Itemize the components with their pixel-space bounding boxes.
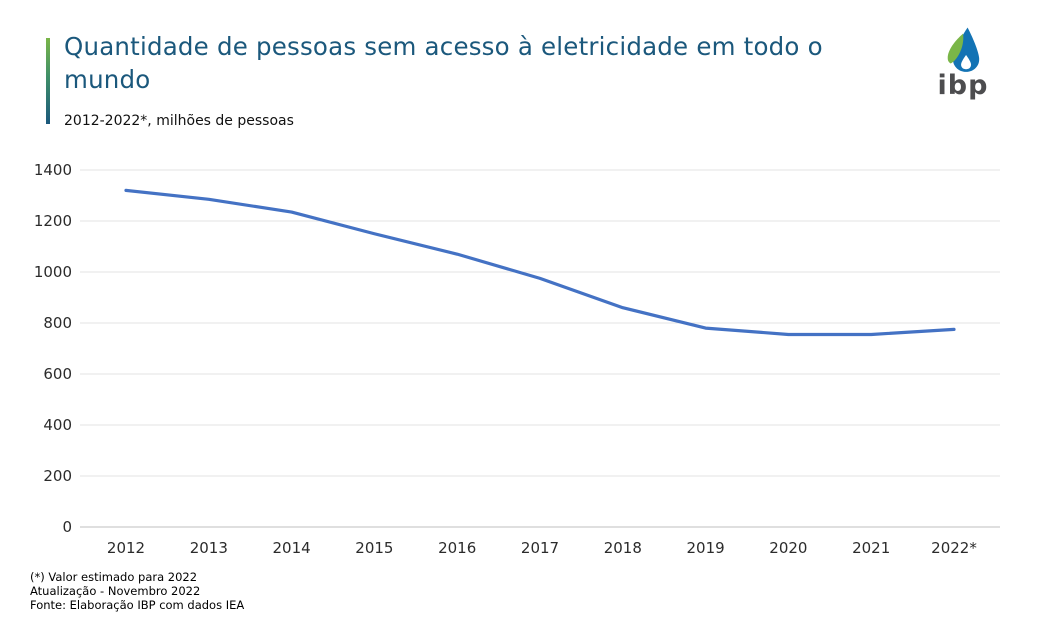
y-tick-label: 0 <box>62 518 72 536</box>
y-tick-label: 400 <box>43 416 72 434</box>
footnote-estimate: (*) Valor estimado para 2022 <box>30 570 198 584</box>
y-tick-label: 600 <box>43 365 72 383</box>
x-tick-label: 2022* <box>931 539 977 557</box>
x-tick-label: 2019 <box>687 539 725 557</box>
ibp-logo-text: ibp <box>937 70 989 101</box>
footnotes: (*) Valor estimado para 2022 Atualização… <box>30 570 244 612</box>
page-title: Quantidade de pessoas sem acesso à eletr… <box>64 32 823 94</box>
x-tick-label: 2021 <box>852 539 890 557</box>
ibp-logo: ibp <box>928 26 998 101</box>
y-tick-label: 1200 <box>34 212 72 230</box>
drop-inner-highlight <box>961 55 972 70</box>
footnote-source: Fonte: Elaboração IBP com dados IEA <box>30 598 245 612</box>
x-tick-label: 2015 <box>355 539 393 557</box>
x-tick-label: 2017 <box>521 539 559 557</box>
ibp-drop-icon <box>947 27 980 72</box>
drop-blue-shape <box>952 27 980 72</box>
y-tick-label: 1000 <box>34 263 72 281</box>
x-tick-label: 2014 <box>273 539 311 557</box>
x-tick-label: 2018 <box>604 539 642 557</box>
y-tick-label: 1400 <box>34 161 72 179</box>
x-tick-label: 2020 <box>769 539 807 557</box>
y-tick-label: 200 <box>43 467 72 485</box>
y-tick-label: 800 <box>43 314 72 332</box>
footnote-update: Atualização - Novembro 2022 <box>30 584 201 598</box>
x-tick-label: 2016 <box>438 539 476 557</box>
title-accent-bar <box>46 38 50 124</box>
x-tick-label: 2013 <box>190 539 228 557</box>
x-tick-label: 2012 <box>107 539 145 557</box>
page-subtitle: 2012-2022*, milhões de pessoas <box>64 113 294 129</box>
leaf-green-shape <box>947 33 964 64</box>
series-line <box>124 188 956 337</box>
